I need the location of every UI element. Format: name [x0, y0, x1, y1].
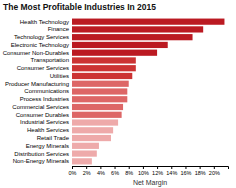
- category-tick: Producer Manufacturing: [5, 81, 69, 87]
- bar: [72, 158, 92, 164]
- title: The Most Profitable Industries In 2015: [3, 2, 156, 12]
- category-tick: Consumer Non-Durables: [3, 50, 69, 56]
- category-label: Consumer Durables: [16, 112, 69, 118]
- tick-mark: [115, 166, 116, 169]
- bar: [72, 81, 129, 87]
- axis-line: [73, 167, 229, 170]
- tick: 10%: [138, 166, 149, 176]
- y-axis: Health TechnologyFinance Technology Servi…: [3, 19, 70, 165]
- bar: [72, 104, 123, 110]
- tick-mark: [185, 166, 186, 169]
- category-tick: Technology Services: [14, 34, 69, 40]
- x-axis-title: Net Margin: [133, 179, 167, 187]
- category-label: Process Industries: [20, 96, 69, 102]
- category-tick: Non-Energy Minerals: [13, 158, 69, 164]
- category-label: Energy Minerals: [26, 143, 69, 149]
- bar: [72, 50, 157, 56]
- bar: [72, 135, 111, 141]
- bar: [72, 119, 118, 125]
- tick-mark: [72, 166, 73, 169]
- tick: 6%: [111, 166, 119, 176]
- bar: [72, 112, 122, 118]
- category-label: Retail Trade: [37, 135, 70, 141]
- tick-label: 4%: [97, 170, 105, 176]
- tick-mark: [143, 166, 144, 169]
- category-tick: Energy Minerals: [26, 143, 69, 149]
- category-tick: Industrial Services: [20, 119, 69, 125]
- category-label: Non-Energy Minerals: [13, 158, 69, 164]
- tick: 14%: [166, 166, 177, 176]
- tick-mark: [157, 166, 158, 169]
- category-label: Finance: [48, 26, 70, 32]
- category-tick: Electronic Technology: [11, 42, 69, 48]
- category-label: Transportation: [31, 57, 69, 63]
- category-label: Distribution Services: [14, 151, 69, 157]
- tick-mark: [86, 166, 87, 169]
- tick: 4%: [97, 166, 105, 176]
- category-tick: Consumer Services: [17, 65, 69, 71]
- category-label: Commercial Services: [12, 104, 69, 110]
- category-label: Utilities: [50, 73, 69, 79]
- tick-mark: [100, 166, 101, 169]
- tick: 12%: [152, 166, 163, 176]
- bar: [72, 65, 136, 71]
- category-label: Industrial Services: [20, 119, 69, 125]
- category-tick: Distribution Services: [14, 151, 69, 157]
- tick-label: 20%: [209, 170, 220, 176]
- category-tick: Transportation: [31, 57, 69, 63]
- bar: [72, 19, 224, 25]
- category-label: Health Technology: [20, 19, 69, 25]
- bar: [72, 127, 113, 133]
- category-label: Electronic Technology: [11, 42, 69, 48]
- tick: 2%: [83, 166, 91, 176]
- tick: 18%: [195, 166, 206, 176]
- category-label: Consumer Non-Durables: [3, 50, 69, 56]
- tick-mark: [214, 166, 215, 169]
- category-tick: Process Industries: [20, 96, 69, 102]
- category-label: Communications: [24, 88, 69, 94]
- tick-label: 16%: [180, 170, 191, 176]
- tick: 0%: [69, 166, 77, 176]
- tick-label: 14%: [166, 170, 177, 176]
- category-label: Consumer Services: [17, 65, 69, 71]
- chart: 0% 2% 4% 6% 8% 10%12%14%16% 18%20% Health Techn…: [0, 0, 236, 188]
- category-tick: Health Services: [27, 127, 69, 133]
- tick-label: 10%: [138, 170, 149, 176]
- category-tick: Consumer Durables: [16, 112, 69, 118]
- bar: [72, 57, 136, 63]
- x-axis: 0% 2% 4% 6% 8% 10%12%14%16% 18%20%: [69, 166, 229, 176]
- tick: 20%: [209, 166, 220, 176]
- category-tick: Finance: [48, 26, 70, 32]
- category-tick: Utilities: [50, 73, 69, 79]
- tick-label: 6%: [111, 170, 119, 176]
- bar: [72, 73, 132, 79]
- tick-label: 18%: [195, 170, 206, 176]
- category-tick: Retail Trade: [37, 135, 70, 141]
- category-label: Producer Manufacturing: [5, 81, 69, 87]
- bar: [72, 42, 168, 48]
- tick: 8%: [125, 166, 133, 176]
- category-label: Technology Services: [14, 34, 69, 40]
- bar: [72, 34, 193, 40]
- tick-label: 12%: [152, 170, 163, 176]
- tick-label: 0%: [69, 170, 77, 176]
- bars: [72, 19, 224, 165]
- tick-label: 8%: [125, 170, 133, 176]
- category-tick: Communications: [24, 88, 69, 94]
- tick: 16%: [180, 166, 191, 176]
- tick-mark: [171, 166, 172, 169]
- bar: [72, 26, 203, 32]
- tick-mark: [129, 166, 130, 169]
- bar: [72, 88, 127, 94]
- category-tick: Commercial Services: [12, 104, 69, 110]
- tick-mark: [200, 166, 201, 169]
- bar: [72, 150, 97, 156]
- tick-label: 2%: [83, 170, 91, 176]
- category-label: Health Services: [27, 127, 69, 133]
- bar: [72, 143, 99, 149]
- category-tick: Health Technology: [20, 19, 69, 25]
- bar: [72, 96, 127, 102]
